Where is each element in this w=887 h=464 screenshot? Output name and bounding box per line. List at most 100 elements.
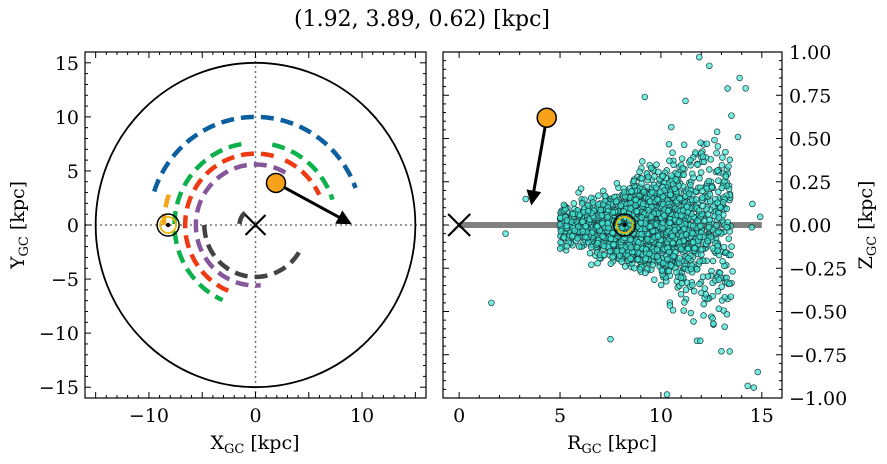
star-point: [677, 290, 685, 298]
star-point: [641, 93, 649, 101]
star-point: [502, 230, 509, 237]
star-point: [659, 224, 666, 232]
star-point: [638, 214, 646, 221]
right-sun-marker-outer: [612, 213, 637, 237]
star-point: [575, 243, 583, 250]
star-point: [714, 199, 721, 206]
star-point: [687, 181, 694, 189]
star-point: [689, 222, 697, 230]
star-point: [690, 318, 697, 325]
figure-title: (1.92, 3.89, 0.62) [kpc]: [294, 7, 550, 32]
star-point: [675, 218, 683, 225]
star-point: [670, 161, 677, 169]
star-point: [721, 293, 729, 301]
star-point: [577, 185, 585, 192]
left-y-tick-label: 5: [67, 161, 79, 183]
star-point: [620, 189, 628, 196]
star-point: [681, 225, 688, 233]
star-point: [723, 205, 731, 213]
star-point: [607, 235, 615, 242]
star-point: [721, 323, 728, 330]
star-point: [729, 268, 736, 275]
star-point: [665, 140, 673, 148]
star-point: [699, 273, 707, 281]
star-point: [599, 220, 606, 227]
star-point: [632, 196, 639, 204]
star-point: [671, 185, 678, 193]
left-y-tick-label: −15: [39, 377, 79, 399]
star-point: [723, 311, 731, 318]
star-point: [651, 276, 658, 283]
star-point: [648, 213, 655, 220]
star-point: [569, 210, 577, 218]
star-point: [665, 248, 673, 256]
star-point: [666, 219, 673, 227]
right-y-tick-label: −0.25: [789, 258, 847, 280]
left-sun-marker-outer: [156, 213, 180, 237]
star-point: [645, 173, 652, 181]
spiral-arm-1: [172, 141, 242, 303]
star-point: [682, 286, 690, 293]
star-point: [588, 243, 595, 251]
star-point: [699, 187, 706, 195]
star-point: [754, 368, 762, 376]
star-point: [636, 168, 643, 175]
star-point: [609, 229, 616, 237]
star-point: [610, 241, 617, 248]
star-point: [647, 164, 655, 172]
star-point: [658, 267, 666, 274]
star-point: [667, 191, 674, 198]
star-point: [605, 224, 612, 232]
right-x-tick-label: 15: [750, 405, 774, 427]
right-x-tick-label: 0: [453, 405, 465, 427]
star-point: [703, 140, 711, 147]
star-point: [578, 200, 586, 207]
star-point: [685, 190, 693, 198]
star-point: [628, 188, 635, 195]
star-point: [627, 255, 634, 262]
right-sun-marker-dot: [622, 222, 627, 228]
star-point: [706, 216, 713, 224]
left-x-tick-label: 10: [350, 405, 374, 427]
star-point: [659, 172, 666, 180]
star-point: [713, 128, 721, 136]
star-point: [710, 320, 717, 327]
star-point: [714, 247, 721, 254]
star-point: [725, 163, 732, 170]
star-point: [719, 154, 726, 161]
star-point: [722, 148, 729, 156]
star-point: [638, 230, 645, 238]
star-point: [670, 252, 677, 260]
star-point: [560, 201, 568, 209]
star-point: [690, 174, 697, 181]
left-x-tick-label: 0: [249, 405, 261, 427]
star-point: [589, 199, 597, 206]
spiral-arm-6: [193, 162, 287, 288]
star-point: [756, 213, 764, 221]
star-point: [693, 266, 701, 273]
star-point: [648, 188, 656, 196]
star-point: [594, 259, 601, 267]
star-point: [718, 348, 725, 355]
star-point: [618, 258, 625, 265]
star-point: [669, 239, 677, 247]
star-point: [664, 207, 672, 215]
left-velocity-arrow: [275, 181, 352, 225]
star-point: [699, 202, 707, 210]
star-point: [617, 202, 624, 209]
star-point: [634, 256, 642, 263]
spiral-arm-0: [152, 114, 358, 193]
star-point: [563, 242, 570, 250]
spiral-arm-8: [237, 211, 247, 230]
star-point: [598, 212, 606, 219]
star-point: [571, 227, 579, 234]
star-point: [556, 245, 564, 252]
right-y-tick-label: −1.00: [789, 388, 847, 410]
right-y-axis-label: ZGC [kpc]: [855, 181, 880, 270]
star-point: [705, 177, 712, 185]
star-point: [644, 236, 651, 243]
star-point: [645, 206, 652, 214]
star-point: [621, 263, 629, 270]
spiral-arm-5: [284, 158, 322, 196]
star-point: [714, 167, 721, 174]
